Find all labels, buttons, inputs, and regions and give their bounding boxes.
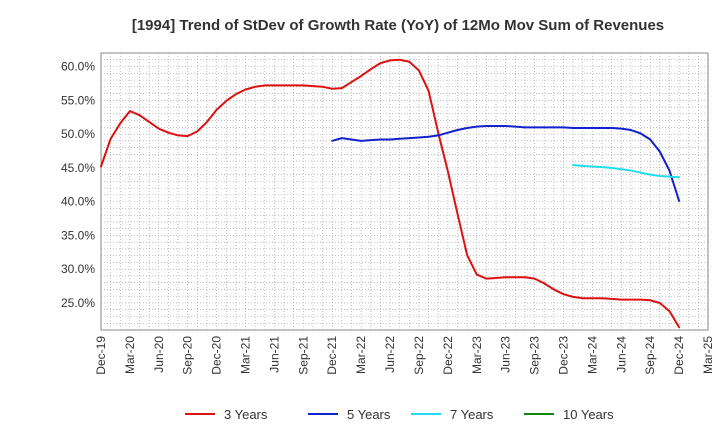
x-tick-label: Jun-24 [614,336,628,373]
x-tick-label: Jun-23 [499,336,513,373]
x-tick-label: Dec-19 [94,336,108,375]
x-tick-label: Dec-20 [210,336,224,375]
legend-item-7-years: 7 Years [411,407,494,422]
x-tick-label: Dec-22 [441,336,455,375]
x-tick-label: Jun-21 [267,336,281,373]
plot-area [100,52,709,331]
x-tick-label: Sep-20 [181,336,195,375]
y-tick-label: 55.0% [61,93,95,107]
legend: 3 Years 5 Years 7 Years 10 Years [185,407,614,422]
legend-item-3-years: 3 Years [185,407,268,422]
grid [101,53,708,330]
y-tick-label: 25.0% [61,296,95,310]
x-axis: Dec-19 Mar-20 Jun-20 Sep-20 Dec-20 Mar-21 Jun-… [94,336,715,375]
x-tick-label: Mar-21 [239,336,253,374]
y-tick-label: 35.0% [61,228,95,242]
legend-label: 7 Years [450,407,494,422]
x-tick-label: Jun-20 [152,336,166,373]
legend-label: 5 Years [347,407,391,422]
series-line-3-years [100,58,681,329]
legend-item-10-years: 10 Years [524,407,614,422]
y-tick-label: 30.0% [61,262,95,276]
x-tick-label: Dec-21 [325,336,339,375]
x-tick-label: Sep-24 [643,336,657,375]
chart-title: [1994] Trend of StDev of Growth Rate (Yo… [132,17,664,34]
x-tick-label: Dec-24 [672,336,686,375]
y-tick-label: 50.0% [61,127,95,141]
series-layer [100,58,681,329]
x-tick-label: Jun-22 [383,336,397,373]
legend-label: 3 Years [224,407,268,422]
x-tick-label: Sep-23 [528,336,542,375]
y-axis: 25.0% 30.0% 35.0% 40.0% 45.0% 50.0% 55.0% 60.0% [61,60,95,310]
x-tick-label: Mar-23 [470,336,484,374]
x-tick-label: Mar-22 [354,336,368,374]
x-tick-label: Mar-25 [701,336,715,374]
x-tick-label: Mar-24 [585,336,599,374]
x-tick-label: Sep-22 [412,336,426,375]
series-line-7-years [572,164,681,179]
y-tick-label: 40.0% [61,195,95,209]
x-tick-label: Sep-21 [296,336,310,375]
y-tick-label: 45.0% [61,161,95,175]
series-line-5-years [331,124,681,202]
x-tick-label: Dec-23 [556,336,570,375]
legend-label: 10 Years [563,407,614,422]
y-tick-label: 60.0% [61,60,95,74]
x-tick-label: Mar-20 [123,336,137,374]
legend-item-5-years: 5 Years [308,407,391,422]
